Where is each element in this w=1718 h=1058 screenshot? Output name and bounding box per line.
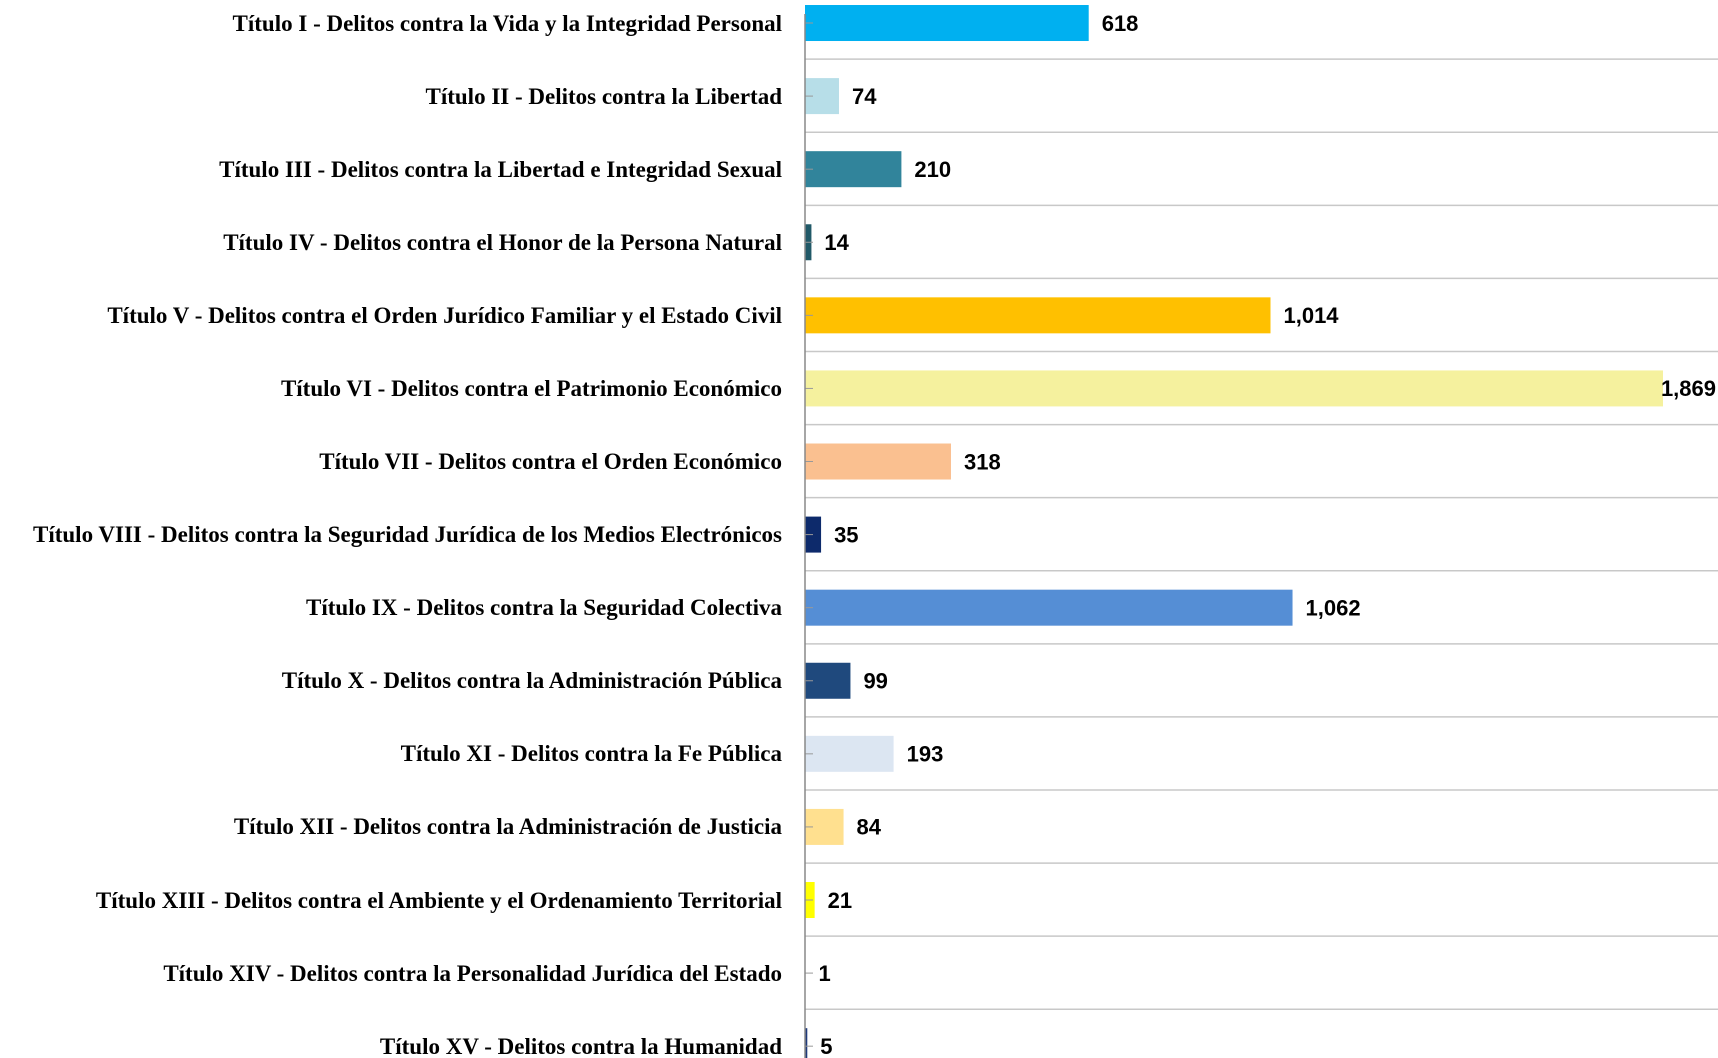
category-label: Título XI - Delitos contra la Fe Pública: [400, 741, 782, 767]
bar: [805, 151, 902, 188]
value-label: 1,062: [1306, 595, 1361, 620]
category-label-row: Título III - Delitos contra la Libertad …: [0, 129, 782, 209]
value-label: 618: [1102, 11, 1139, 36]
value-label: 1,869: [1661, 376, 1716, 401]
bar: [805, 589, 1293, 626]
category-label-row: Título VIII - Delitos contra la Segurida…: [0, 495, 782, 575]
category-label-row: Título X - Delitos contra la Administrac…: [0, 641, 782, 721]
value-label: 74: [852, 84, 877, 109]
category-label: Título VI - Delitos contra el Patrimonio…: [280, 375, 782, 401]
value-label: 21: [828, 888, 852, 913]
category-label: Título IX - Delitos contra la Seguridad …: [306, 595, 782, 621]
bar: [805, 443, 951, 480]
category-label: Título II - Delitos contra la Libertad: [425, 83, 783, 109]
value-label: 14: [824, 230, 849, 255]
category-label: Título VII - Delitos contra el Orden Eco…: [319, 449, 782, 474]
bar: [805, 735, 894, 772]
category-label-row: Título I - Delitos contra la Vida y la I…: [0, 0, 782, 63]
value-label: 84: [857, 815, 882, 840]
category-label: Título VIII - Delitos contra la Segurida…: [33, 522, 782, 548]
value-label: 99: [863, 669, 887, 694]
category-label: Título XV - Delitos contra la Humanidad: [379, 1033, 782, 1058]
value-label: 318: [964, 449, 1001, 474]
category-label-row: Título XI - Delitos contra la Fe Pública: [0, 714, 782, 794]
category-label: Título XII - Delitos contra la Administr…: [233, 814, 782, 840]
value-label: 5: [820, 1034, 832, 1058]
category-label-row: Título II - Delitos contra la Libertad: [0, 56, 783, 136]
bar: [805, 297, 1271, 334]
value-label: 210: [914, 157, 951, 182]
category-label: Título X - Delitos contra la Administrac…: [281, 668, 782, 694]
category-label: Título III - Delitos contra la Libertad …: [219, 156, 782, 182]
category-label-row: Título XII - Delitos contra la Administr…: [0, 787, 782, 867]
value-label: 35: [834, 522, 858, 547]
category-label: Título XIV - Delitos contra la Personali…: [163, 960, 782, 986]
bar: [805, 5, 1089, 42]
category-label-row: Título XIII - Delitos contra el Ambiente…: [0, 860, 782, 940]
category-label-row: Título XIV - Delitos contra la Personali…: [0, 933, 782, 1013]
value-label: 1: [818, 961, 830, 986]
category-label-row: Título IV - Delitos contra el Honor de l…: [0, 202, 782, 282]
category-label-row: Título V - Delitos contra el Orden Juríd…: [0, 275, 782, 355]
value-label: 193: [907, 742, 944, 767]
category-label: Título XIII - Delitos contra el Ambiente…: [95, 887, 782, 913]
category-label-row: Título VII - Delitos contra el Orden Eco…: [0, 422, 782, 502]
category-label: Título IV - Delitos contra el Honor de l…: [223, 229, 782, 255]
bar: [805, 516, 822, 553]
category-label: Título V - Delitos contra el Orden Juríd…: [107, 302, 782, 328]
bar: [805, 1028, 808, 1058]
category-label-row: Título IX - Delitos contra la Seguridad …: [0, 568, 782, 648]
value-label: 1,014: [1283, 303, 1339, 328]
category-label-row: Título XV - Delitos contra la Humanidad: [0, 1006, 782, 1058]
bar: [805, 370, 1663, 407]
category-label: Título I - Delitos contra la Vida y la I…: [232, 10, 782, 36]
category-label-row: Título VI - Delitos contra el Patrimonio…: [0, 348, 782, 428]
